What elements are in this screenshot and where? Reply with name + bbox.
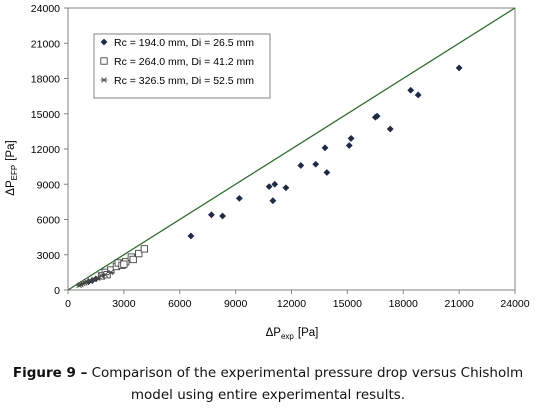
y-axis-title-main: ΔP (5, 180, 17, 196)
y-tick-label: 6000 (37, 215, 61, 227)
data-point-diamond (271, 180, 279, 188)
x-axis-title-unit: [Pa] (298, 327, 318, 339)
data-point-star (101, 271, 109, 278)
data-point-diamond (219, 212, 226, 220)
data-point-square (120, 260, 128, 268)
y-axis-title-group: ΔPEFP [Pa] (5, 140, 19, 195)
data-point-diamond (312, 160, 320, 168)
caption-label: Figure 9 – (12, 365, 88, 381)
scatter-chart: 0 3000 6000 9000 12000 15000 18000 21000 24000 0… (5, 3, 530, 341)
x-tick-label: 15000 (333, 298, 362, 310)
data-point-diamond (345, 142, 353, 149)
data-point-diamond (386, 125, 394, 133)
data-point-star (94, 275, 102, 282)
data-point-diamond (269, 197, 277, 205)
y-tick-label: 3000 (37, 250, 61, 262)
data-point-diamond (414, 91, 422, 99)
data-point-diamond (297, 162, 305, 169)
series-3 (75, 269, 115, 289)
y-axis-title-unit: [Pa] (5, 140, 17, 160)
legend-marker-square (100, 57, 108, 65)
data-point-diamond (347, 135, 355, 142)
data-point-square (140, 245, 149, 253)
x-tick-label: 21000 (445, 298, 474, 310)
y-tick-label: 24000 (31, 3, 60, 15)
legend-label: Rc = 264.0 mm, Di = 41.2 mm (114, 56, 254, 68)
y-tick-label: 9000 (37, 179, 61, 191)
data-markers (75, 64, 463, 289)
data-point-diamond (321, 144, 329, 152)
y-tick-label: 12000 (31, 144, 60, 156)
data-point-diamond (208, 211, 215, 219)
y-tick-label: 15000 (31, 109, 60, 121)
y-tick-label: 0 (54, 285, 60, 297)
legend-marker-star (100, 77, 108, 83)
legend-box (93, 33, 271, 99)
x-axis-ticks: 0 3000 6000 9000 12000 15000 18000 21000 24000 (65, 290, 530, 310)
series-1 (85, 64, 463, 286)
x-axis-title: ΔPexp [Pa] (266, 327, 319, 341)
x-tick-label: 12000 (277, 298, 306, 310)
legend-label: Rc = 326.5 mm, Di = 52.5 mm (114, 75, 254, 87)
data-point-diamond (265, 183, 273, 190)
caption-text: Comparison of the experimental pressure … (87, 365, 524, 403)
y-tick-label: 18000 (31, 74, 60, 86)
data-point-diamond (235, 194, 243, 202)
x-tick-label: 0 (65, 298, 71, 310)
reference-line (67, 7, 516, 291)
legend-item: Rc = 194.0 mm, Di = 26.5 mm (100, 37, 254, 49)
x-tick-label: 9000 (224, 298, 248, 310)
data-point-diamond (282, 184, 290, 192)
x-axis-title-sub: exp (281, 332, 294, 341)
x-axis-title-main: ΔP (266, 327, 282, 339)
legend-marker-diamond (100, 38, 108, 46)
data-point-square (129, 255, 137, 264)
x-tick-label: 18000 (389, 298, 418, 310)
y-tick-label: 21000 (31, 38, 60, 50)
reference-line-path (67, 7, 516, 291)
y-axis-title: ΔPEFP [Pa] (5, 140, 19, 195)
x-tick-label: 3000 (112, 298, 136, 310)
data-point-diamond (455, 64, 463, 72)
data-point-square (135, 249, 143, 258)
data-point-diamond (373, 112, 381, 120)
legend-item: Rc = 264.0 mm, Di = 41.2 mm (100, 56, 254, 68)
data-point-diamond (92, 275, 100, 283)
legend-label: Rc = 194.0 mm, Di = 26.5 mm (114, 37, 254, 49)
data-point-star (107, 269, 115, 276)
figure-caption: Figure 9 – Comparison of the experimenta… (0, 362, 536, 406)
x-tick-label: 6000 (168, 298, 192, 310)
data-point-diamond (407, 86, 415, 94)
data-point-diamond (323, 169, 331, 176)
legend-item: Rc = 326.5 mm, Di = 52.5 mm (100, 75, 254, 87)
legend: Rc = 194.0 mm, Di = 26.5 mm Rc = 264.0 mm… (93, 33, 271, 99)
x-tick-label: 24000 (500, 298, 529, 310)
y-axis-title-sub: EFP (10, 165, 19, 181)
data-point-diamond (187, 232, 195, 240)
y-axis-ticks: 0 3000 6000 9000 12000 15000 18000 21000 24000 (31, 3, 68, 297)
